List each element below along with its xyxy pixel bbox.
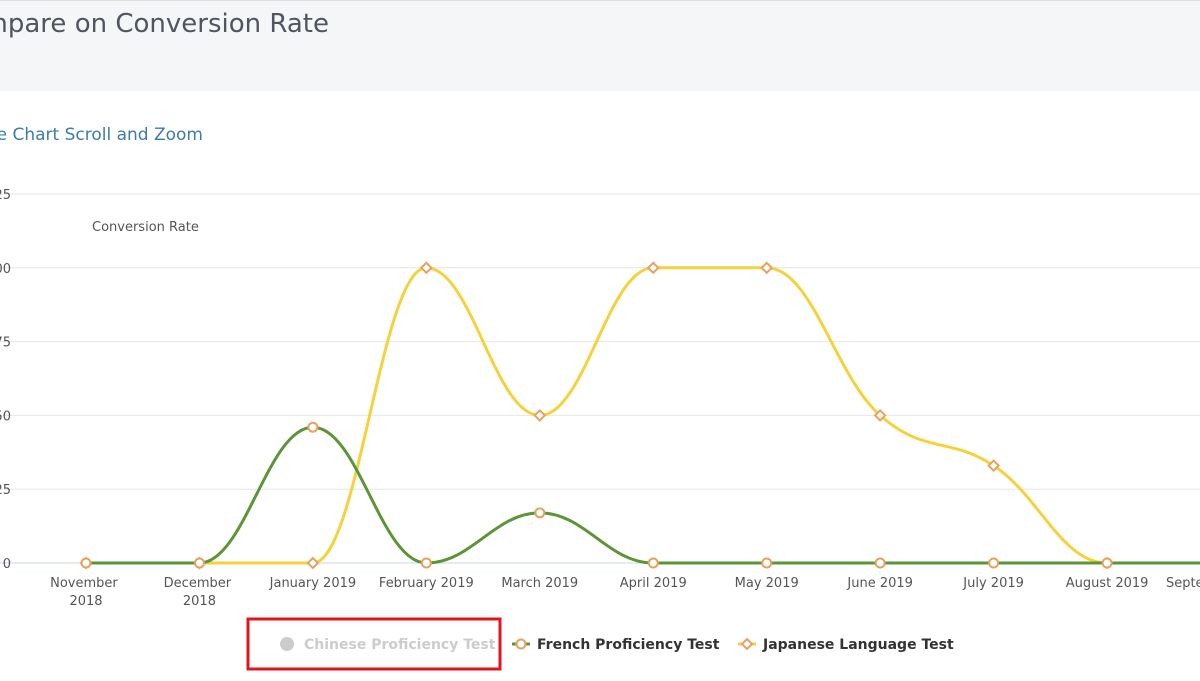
x-tick-label: December 2018 (164, 576, 236, 609)
y-tick-label: 100 (0, 262, 11, 277)
marker (987, 459, 1001, 472)
y-tick-label: 75 (0, 336, 11, 351)
x-tick-label: August 2019 (1066, 576, 1149, 591)
x-tick-label: September 2019 (1166, 576, 1200, 591)
marker (647, 557, 659, 569)
page-title: Compare on Conversion Rate (0, 9, 329, 39)
marker (646, 261, 660, 275)
header (0, 0, 1200, 91)
x-tick-label: July 2019 (962, 576, 1024, 591)
highlight-box (246, 617, 502, 671)
legend-symbol (515, 638, 527, 650)
marker (761, 557, 773, 569)
x-tick-label: March 2019 (501, 576, 578, 591)
marker (306, 556, 320, 570)
series-line (85, 425, 1200, 565)
marker (80, 557, 92, 569)
marker (533, 408, 547, 422)
marker (874, 557, 886, 569)
legend-label: French Proficiency Test (537, 637, 720, 653)
marker (988, 557, 1000, 569)
legend-symbol (740, 637, 754, 651)
legend-item[interactable]: French Proficiency Test (512, 637, 720, 653)
marker (1101, 557, 1113, 569)
legend-label: Chinese Proficiency Test (304, 637, 496, 653)
x-tick-label: May 2019 (735, 576, 799, 591)
x-tick-label: January 2019 (269, 576, 357, 591)
marker (193, 557, 205, 569)
legend-symbol (280, 637, 294, 651)
x-tick-label: February 2019 (379, 576, 474, 591)
marker (534, 507, 546, 519)
x-tick-label: June 2019 (846, 576, 913, 591)
x-tick-label: April 2019 (620, 576, 687, 591)
legend-item[interactable]: Japanese Language Test (738, 637, 954, 653)
y-tick-label: 125 (0, 188, 11, 203)
y-tick-label: 50 (0, 409, 11, 424)
y-tick-label: 0 (3, 557, 11, 572)
marker (873, 408, 887, 422)
marker (307, 421, 319, 433)
legend-label: Japanese Language Test (762, 637, 954, 653)
marker (420, 557, 432, 569)
legend-item[interactable]: Chinese Proficiency Test (280, 637, 496, 653)
y-tick-label: 25 (0, 483, 11, 498)
x-tick-label: November 2018 (50, 576, 122, 609)
zoom-link[interactable]: Use Chart Scroll and Zoom (0, 125, 203, 145)
y-axis-title: Conversion Rate (92, 220, 199, 235)
marker (419, 261, 433, 275)
marker (760, 261, 774, 275)
